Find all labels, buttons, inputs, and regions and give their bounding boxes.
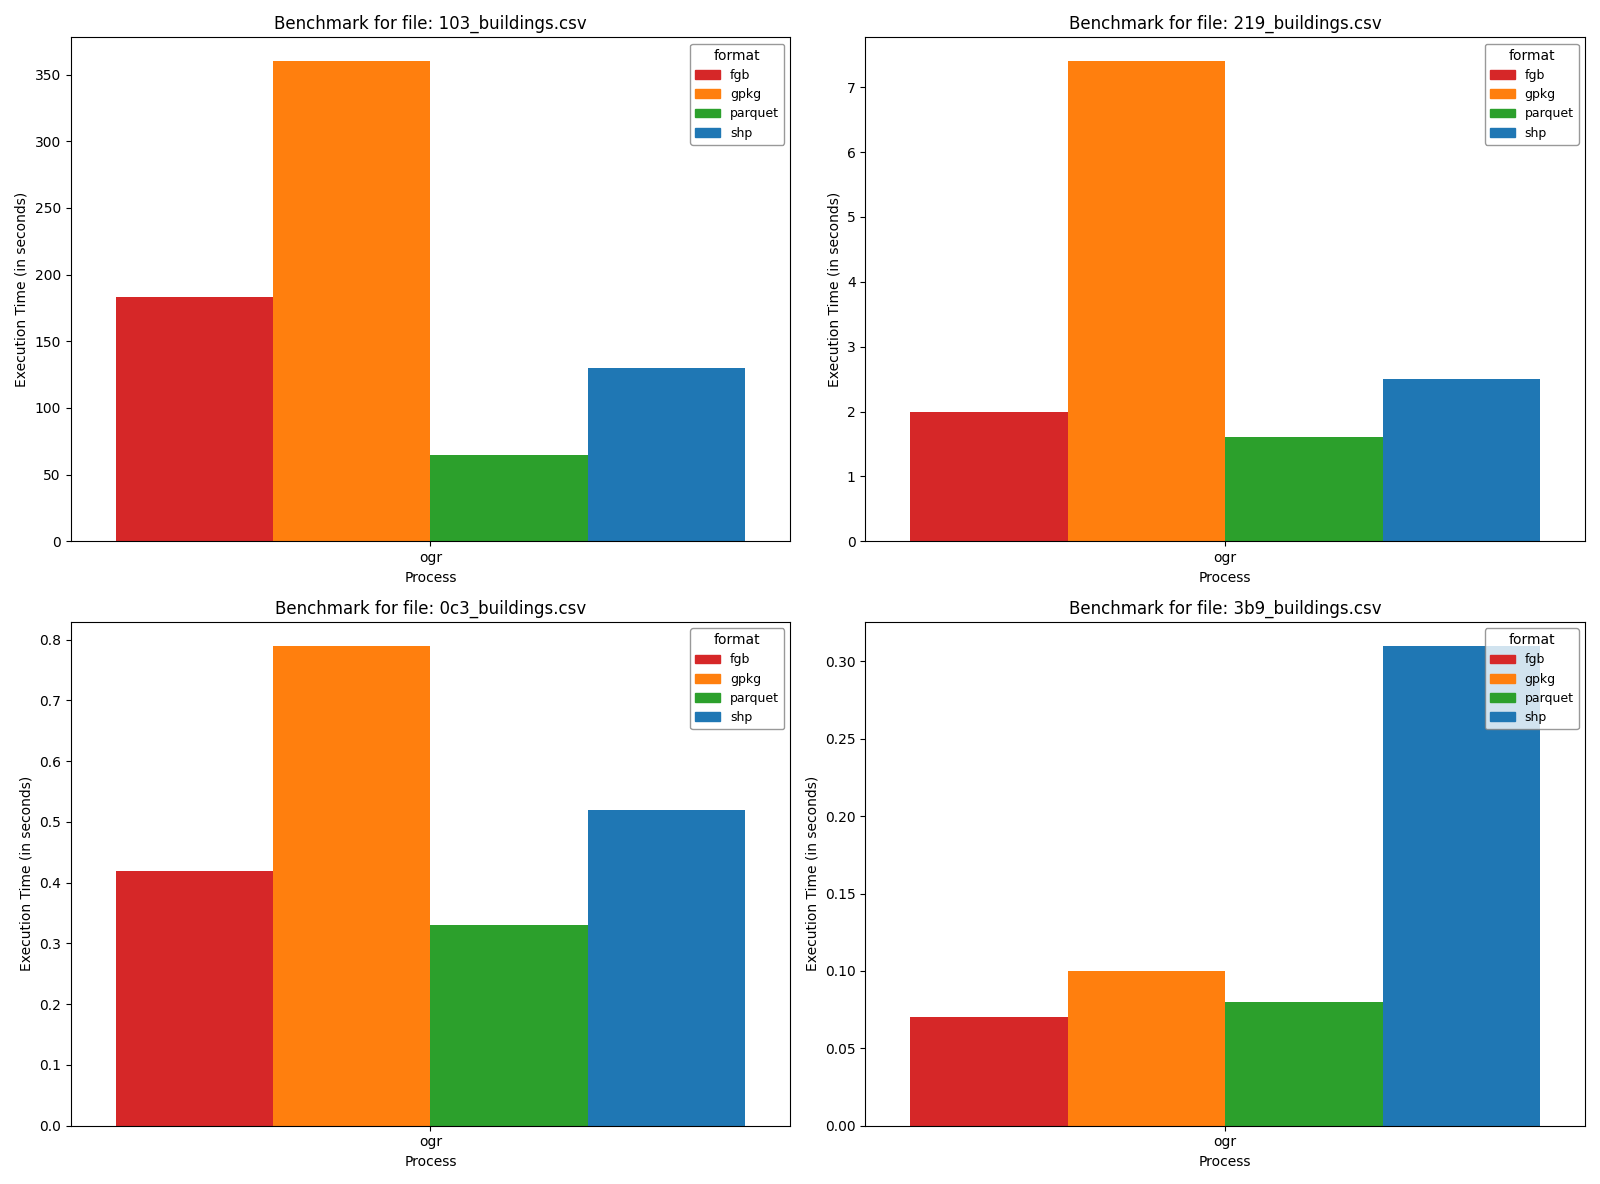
Bar <box>115 870 274 1126</box>
X-axis label: Process: Process <box>1198 571 1251 585</box>
X-axis label: Process: Process <box>1198 1156 1251 1169</box>
Title: Benchmark for file: 219_buildings.csv: Benchmark for file: 219_buildings.csv <box>1069 15 1381 33</box>
Y-axis label: Execution Time (in seconds): Execution Time (in seconds) <box>805 777 819 971</box>
Bar <box>274 645 430 1126</box>
Legend: fgb, gpkg, parquet, shp: fgb, gpkg, parquet, shp <box>1485 44 1579 144</box>
Bar <box>910 412 1067 541</box>
X-axis label: Process: Process <box>405 1156 456 1169</box>
Bar <box>1382 645 1541 1126</box>
Legend: fgb, gpkg, parquet, shp: fgb, gpkg, parquet, shp <box>690 44 784 144</box>
Legend: fgb, gpkg, parquet, shp: fgb, gpkg, parquet, shp <box>690 628 784 729</box>
Y-axis label: Execution Time (in seconds): Execution Time (in seconds) <box>14 192 29 387</box>
Bar <box>587 810 746 1126</box>
Bar <box>430 925 587 1126</box>
Title: Benchmark for file: 103_buildings.csv: Benchmark for file: 103_buildings.csv <box>274 15 587 33</box>
Bar <box>115 297 274 541</box>
Bar <box>1226 1002 1382 1126</box>
Legend: fgb, gpkg, parquet, shp: fgb, gpkg, parquet, shp <box>1485 628 1579 729</box>
Bar <box>1067 62 1226 541</box>
Title: Benchmark for file: 3b9_buildings.csv: Benchmark for file: 3b9_buildings.csv <box>1069 599 1381 618</box>
Bar <box>587 368 746 541</box>
Bar <box>1382 379 1541 541</box>
Bar <box>430 455 587 541</box>
Bar <box>1226 437 1382 541</box>
Bar <box>1067 971 1226 1126</box>
Bar <box>910 1017 1067 1126</box>
Bar <box>274 62 430 541</box>
X-axis label: Process: Process <box>405 571 456 585</box>
Y-axis label: Execution Time (in seconds): Execution Time (in seconds) <box>19 777 34 971</box>
Y-axis label: Execution Time (in seconds): Execution Time (in seconds) <box>827 192 842 387</box>
Title: Benchmark for file: 0c3_buildings.csv: Benchmark for file: 0c3_buildings.csv <box>275 599 586 618</box>
